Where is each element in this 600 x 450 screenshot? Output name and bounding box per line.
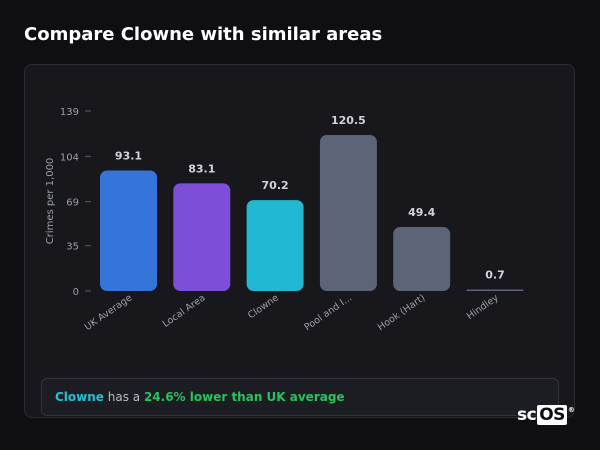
- summary-highlight: 24.6% lower than UK average: [143, 390, 345, 404]
- y-tick-label: 35: [66, 242, 79, 253]
- brand-logo: sc OS ®: [517, 405, 575, 425]
- x-tick-label: Clowne: [246, 292, 281, 321]
- y-tick-label: 69: [66, 198, 79, 209]
- y-tick-label: 139: [60, 107, 79, 118]
- bar-value-label: 93.1: [115, 149, 142, 162]
- comparison-card: Crimes per 1,000 0 35 69 104 139 93.1 UK Averag…: [24, 64, 575, 418]
- bar-value-label: 120.5: [331, 114, 366, 127]
- bar: [319, 134, 377, 291]
- x-tick-label: Hindley: [465, 292, 501, 322]
- y-axis-title: Crimes per 1,000: [45, 158, 56, 245]
- x-tick-label: Pool and I...: [302, 292, 354, 333]
- brand-registered-mark: ®: [567, 406, 575, 414]
- bar: [393, 227, 451, 291]
- bar: [246, 200, 304, 291]
- bar-value-label: 83.1: [188, 162, 215, 175]
- bar: [466, 289, 524, 291]
- x-tick-label: Local Area: [161, 292, 208, 329]
- summary-area-name: Clowne: [55, 390, 104, 404]
- brand-name-b: OS: [537, 405, 567, 425]
- bar-value-label: 0.7: [485, 269, 505, 282]
- bar-value-label: 70.2: [262, 179, 289, 192]
- y-tick-label: 0: [73, 287, 79, 298]
- y-tick-label: 104: [60, 152, 79, 163]
- x-tick-label: Hook (Hart): [376, 292, 428, 333]
- summary-box: Clowne has a 24.6% lower than UK average: [41, 378, 559, 416]
- bar: [173, 183, 231, 291]
- crime-rate-bar-chart: Crimes per 1,000 0 35 69 104 139 93.1 UK Averag…: [45, 107, 524, 333]
- x-tick-label: UK Average: [83, 292, 135, 333]
- page-title: Compare Clowne with similar areas: [24, 24, 383, 45]
- bar-value-label: 49.4: [408, 206, 435, 219]
- summary-text: has a: [103, 390, 144, 404]
- bar: [100, 170, 157, 291]
- brand-name-a: sc: [517, 405, 537, 425]
